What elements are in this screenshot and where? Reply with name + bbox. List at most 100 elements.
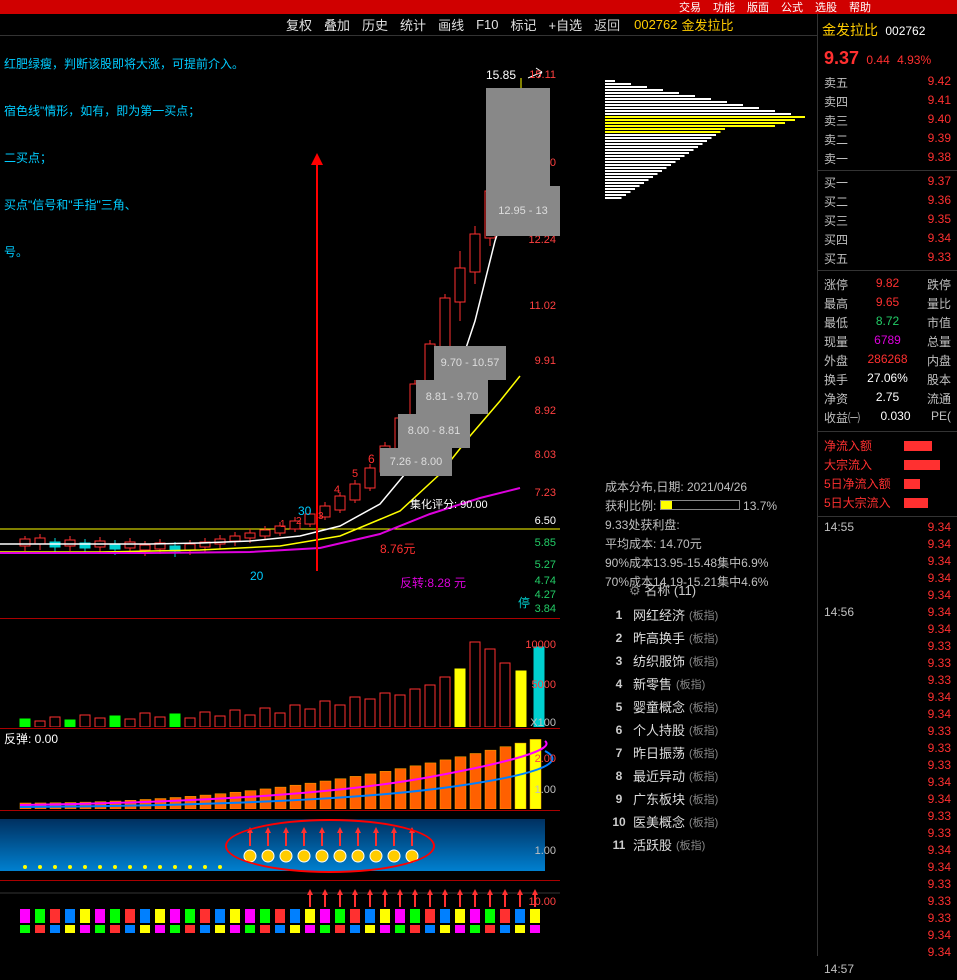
cost-date: 成本分布,日期: 2021/04/26 <box>605 478 815 495</box>
volume-sub-chart[interactable]: 100005000X100 <box>0 618 560 726</box>
red-ellipse-highlight <box>225 819 435 873</box>
tick-row: 9.34 <box>818 536 957 553</box>
indicator-sub-chart-3[interactable]: 1.00 <box>0 810 560 878</box>
concept-row[interactable]: 5婴童概念(板指) <box>605 695 815 718</box>
concept-row[interactable]: 10医美概念(板指) <box>605 810 815 833</box>
main-kline-chart[interactable]: 15.1113.6012.2411.029.918.928.037.236.50… <box>0 36 560 616</box>
avg-cost: 平均成本: 14.70元 <box>605 535 815 552</box>
order-row: 买三9.35 <box>818 211 957 230</box>
indicator-sub-chart-2[interactable]: 2.001.00 <box>0 728 560 808</box>
sub4-y-axis: 10.00 <box>518 881 560 956</box>
tick-row: 9.33 <box>818 672 957 689</box>
concept-row[interactable]: 9广东板块(板指) <box>605 787 815 810</box>
top-menu-func[interactable]: 功能 <box>713 0 735 15</box>
concept-header: ⚙ 名称 (11) <box>605 576 815 603</box>
stat-row: 现量6789总量 <box>818 332 957 351</box>
concept-row[interactable]: 7昨日振荡(板指) <box>605 741 815 764</box>
top-menu-pick[interactable]: 选股 <box>815 0 837 15</box>
top-menu-formula[interactable]: 公式 <box>781 0 803 15</box>
concept-row[interactable]: 11活跃股(板指) <box>605 833 815 856</box>
red-arrow-indicator <box>316 161 318 571</box>
sub2-y-axis: 2.001.00 <box>518 729 560 808</box>
tick-row: 9.33 <box>818 876 957 893</box>
profit-at-price: 9.33处获利盘: <box>605 516 815 533</box>
menu-history[interactable]: 历史 <box>362 15 388 34</box>
chart-menu-bar: 复权 叠加 历史 统计 画线 F10 标记 +自选 返回 002762 金发拉比 <box>0 14 957 36</box>
order-row: 买五9.33 <box>818 249 957 268</box>
tick-row: 9.33 <box>818 655 957 672</box>
volume-profile <box>605 76 815 206</box>
concept-row[interactable]: 1网红经济(板指) <box>605 603 815 626</box>
tick-row: 9.33 <box>818 757 957 774</box>
sub3-y-axis: 1.00 <box>518 811 560 878</box>
tick-list: 14:559.349.349.349.349.3414:569.349.349.… <box>818 516 957 980</box>
tick-row: 9.34 <box>818 842 957 859</box>
menu-add-fav[interactable]: +自选 <box>549 15 583 34</box>
indicator-sub-chart-4[interactable]: 10.00 <box>0 880 560 956</box>
stat-row: 换手27.06%股本 <box>818 370 957 389</box>
tick-row: 14:559.34 <box>818 519 957 536</box>
top-menu-layout[interactable]: 版面 <box>747 0 769 15</box>
concept-row[interactable]: 3纺织服饰(板指) <box>605 649 815 672</box>
menu-overlay[interactable]: 叠加 <box>324 15 350 34</box>
order-row: 买四9.34 <box>818 230 957 249</box>
tick-row: 9.34 <box>818 774 957 791</box>
concept-row[interactable]: 8最近异动(板指) <box>605 764 815 787</box>
concept-list: ⚙ 名称 (11) 1网红经济(板指)2昨高换手(板指)3纺织服饰(板指)4新零… <box>605 576 815 856</box>
sub4-svg <box>0 881 560 957</box>
menu-mark[interactable]: 标记 <box>510 15 536 34</box>
stock-name: 金发拉比 <box>682 15 734 34</box>
tick-row: 9.34 <box>818 791 957 808</box>
order-row: 卖四9.41 <box>818 92 957 111</box>
profit-ratio: 获利比例: 13.7% <box>605 497 815 514</box>
top-menu-help[interactable]: 帮助 <box>849 0 871 15</box>
stock-stats: 涨停9.82跌停最高9.65量比最低8.72市值现量6789总量外盘286268… <box>818 270 957 431</box>
order-row: 卖五9.42 <box>818 73 957 92</box>
menu-fuquan[interactable]: 复权 <box>286 15 312 34</box>
cost-90: 90%成本13.95-15.48集中6.9% <box>605 554 815 571</box>
bid-orders: 买一9.37买二9.36买三9.35买四9.34买五9.33 <box>818 170 957 270</box>
tick-row: 9.33 <box>818 910 957 927</box>
tick-row: 9.34 <box>818 689 957 706</box>
tick-row: 9.33 <box>818 808 957 825</box>
concept-row[interactable]: 2昨高换手(板指) <box>605 626 815 649</box>
tick-row: 9.34 <box>818 944 957 961</box>
ask-orders: 卖五9.42卖四9.41卖三9.40卖二9.39卖一9.38 <box>818 71 957 170</box>
order-row: 买二9.36 <box>818 192 957 211</box>
menu-draw[interactable]: 画线 <box>438 15 464 34</box>
tick-row: 9.34 <box>818 706 957 723</box>
stat-row: 涨停9.82跌停 <box>818 275 957 294</box>
concept-row[interactable]: 6个人持股(板指) <box>605 718 815 741</box>
menu-stats[interactable]: 统计 <box>400 15 426 34</box>
stat-row: 净资2.75流通 <box>818 389 957 408</box>
tick-row: 9.34 <box>818 553 957 570</box>
tick-row: 9.34 <box>818 927 957 944</box>
order-row: 卖三9.40 <box>818 111 957 130</box>
menu-f10[interactable]: F10 <box>476 17 498 32</box>
profit-bar <box>660 500 740 510</box>
stat-row: 最高9.65量比 <box>818 294 957 313</box>
capital-flows: 净流入额大宗流入5日净流入额5日大宗流入 <box>818 431 957 516</box>
tick-row: 9.33 <box>818 723 957 740</box>
tick-row: 9.34 <box>818 570 957 587</box>
top-menu-bar: 交易 功能 版面 公式 选股 帮助 <box>0 0 957 14</box>
menu-return[interactable]: 返回 <box>594 15 620 34</box>
tick-row: 9.33 <box>818 740 957 757</box>
right-quote-panel: 金发拉比 002762 9.37 0.44 4.93% 卖五9.42卖四9.41… <box>817 14 957 956</box>
tick-row: 9.34 <box>818 621 957 638</box>
flow-row: 5日大宗流入 <box>818 493 957 512</box>
tick-row: 9.33 <box>818 825 957 842</box>
top-menu-trade[interactable]: 交易 <box>679 0 701 15</box>
concept-row[interactable]: 4新零售(板指) <box>605 672 815 695</box>
order-row: 卖一9.38 <box>818 149 957 168</box>
order-row: 买一9.37 <box>818 173 957 192</box>
flow-row: 5日净流入额 <box>818 474 957 493</box>
stat-row: 收益㈠0.030PE( <box>818 408 957 427</box>
peak-price-label: 15.85 <box>486 68 516 82</box>
sub1-y-axis: 100005000X100 <box>518 619 560 726</box>
tick-row: 9.33 <box>818 638 957 655</box>
volume-svg <box>0 619 560 727</box>
flow-row: 净流入额 <box>818 436 957 455</box>
tick-row: 9.34 <box>818 587 957 604</box>
ting-label: 停 <box>518 594 530 611</box>
